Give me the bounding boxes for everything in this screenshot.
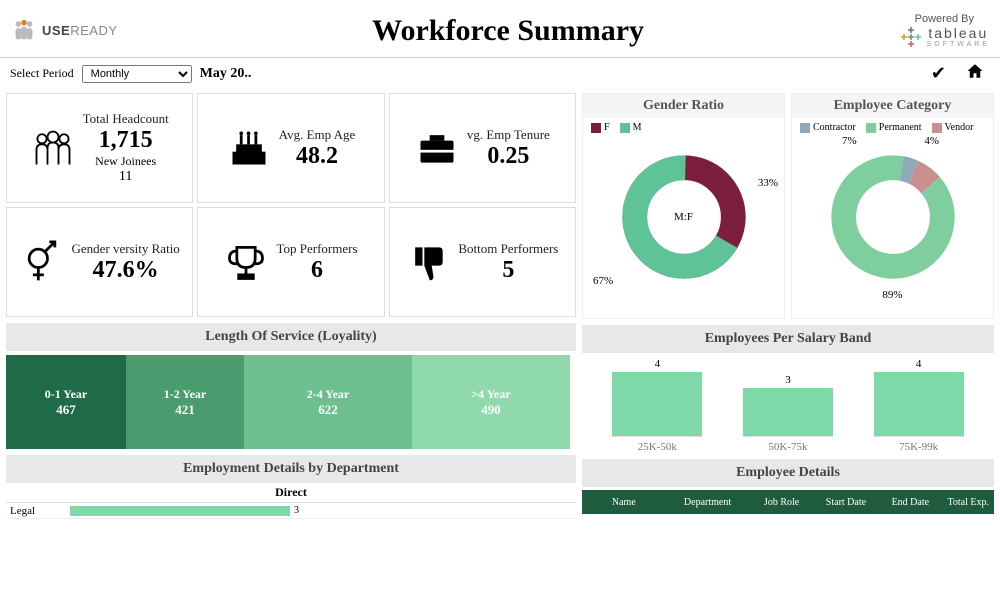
gender-f-label: 33% xyxy=(758,177,778,189)
brand-logo: USEREADY xyxy=(10,17,118,45)
legend-item: F xyxy=(591,122,610,133)
select-period-label: Select Period xyxy=(10,66,74,81)
legend-item: Permanent xyxy=(866,122,922,133)
kpi-value: 0.25 xyxy=(467,143,550,170)
tableau-icon xyxy=(899,25,923,49)
kpi-value: 47.6% xyxy=(72,257,180,284)
kpi-label: Top Performers xyxy=(276,241,357,257)
loyalty-segment: 1-2 Year421 xyxy=(126,355,244,449)
kpi-headcount: Total Headcount 1,715 New Joinees 11 xyxy=(6,93,193,203)
emp-details-title: Employee Details xyxy=(582,459,994,487)
salary-bar: 425K-50k xyxy=(612,358,702,453)
period-text: May 20.. xyxy=(200,66,252,82)
page-title: Workforce Summary xyxy=(372,14,644,48)
kpi-label: Avg. Emp Age xyxy=(279,127,356,143)
salary-bar: 475K-99k xyxy=(874,358,964,453)
cat-contractor-label: 4% xyxy=(924,135,939,147)
table-column-header: End Date xyxy=(878,497,942,508)
cat-permanent-label: 89% xyxy=(882,289,902,301)
kpi-value: 6 xyxy=(276,257,357,284)
salary-bar: 350K-75k xyxy=(743,374,833,453)
kpi-top: Top Performers 6 xyxy=(197,207,384,317)
category-donut xyxy=(828,152,958,282)
tableau-subtext: SOFTWARE xyxy=(927,41,990,48)
table-column-header: Job Role xyxy=(749,497,813,508)
employee-category-card: Employee Category Contractor Permanent Ven… xyxy=(791,93,994,319)
brand-text: USEREADY xyxy=(42,23,118,38)
salary-title: Employees Per Salary Band xyxy=(582,325,994,353)
home-button[interactable] xyxy=(960,62,990,85)
kpi-label: vg. Emp Tenure xyxy=(467,127,550,143)
gender-icon xyxy=(20,240,64,284)
powered-by-label: Powered By xyxy=(899,13,990,25)
emp-table-header: NameDepartmentJob RoleStart DateEnd Date… xyxy=(582,490,994,514)
legend-item: Contractor xyxy=(800,122,856,133)
kpi-label: Gender versity Ratio xyxy=(72,241,180,257)
category-title: Employee Category xyxy=(792,94,993,118)
legend-item: M xyxy=(620,122,642,133)
kpi-label: Bottom Performers xyxy=(458,241,558,257)
loyalty-title: Length Of Service (Loyality) xyxy=(6,323,576,351)
trophy-icon xyxy=(224,240,268,284)
kpi-diversity: Gender versity Ratio 47.6% xyxy=(6,207,193,317)
cat-vendor-label: 7% xyxy=(842,135,857,147)
gender-legend: FM xyxy=(583,118,784,137)
dept-row: Legal3 xyxy=(6,503,576,519)
kpi-tenure: vg. Emp Tenure 0.25 xyxy=(389,93,576,203)
powered-by: Powered By tableau SOFTWARE xyxy=(899,13,990,49)
table-column-header: Department xyxy=(666,497,750,508)
cake-icon xyxy=(227,126,271,170)
kpi-grid: Total Headcount 1,715 New Joinees 11 xyxy=(6,93,576,317)
confirm-button[interactable]: ✔ xyxy=(925,63,952,84)
gender-ratio-card: Gender Ratio FM M:F 33% 67% xyxy=(582,93,785,319)
legend-item: Vendor xyxy=(932,122,974,133)
salary-chart: 425K-50k 350K-75k 475K-99k xyxy=(582,353,994,453)
table-column-header: Total Exp. xyxy=(943,497,995,508)
kpi-value: 5 xyxy=(458,257,558,284)
home-icon xyxy=(966,62,984,80)
gender-center-label: M:F xyxy=(674,211,693,223)
dept-subtitle: Direct xyxy=(6,483,576,503)
kpi-bottom: Bottom Performers 5 xyxy=(389,207,576,317)
thumbs-down-icon xyxy=(406,240,450,284)
kpi-sublabel: New Joinees xyxy=(83,154,169,169)
gender-title: Gender Ratio xyxy=(583,94,784,118)
tableau-text: tableau xyxy=(927,25,990,41)
dept-title: Employment Details by Department xyxy=(6,455,576,483)
people-icon xyxy=(10,17,38,45)
category-legend: Contractor Permanent Vendor xyxy=(792,118,993,137)
kpi-value: 48.2 xyxy=(279,143,356,170)
table-column-header: Start Date xyxy=(814,497,878,508)
period-select[interactable]: Monthly xyxy=(82,65,192,83)
loyalty-segment: 0-1 Year467 xyxy=(6,355,126,449)
kpi-age: Avg. Emp Age 48.2 xyxy=(197,93,384,203)
kpi-label: Total Headcount xyxy=(83,111,169,127)
loyalty-segment: >4 Year490 xyxy=(412,355,570,449)
loyalty-chart: 0-1 Year4671-2 Year4212-4 Year622>4 Year… xyxy=(6,355,576,449)
briefcase-icon xyxy=(415,126,459,170)
loyalty-segment: 2-4 Year622 xyxy=(244,355,412,449)
gender-m-label: 67% xyxy=(593,275,613,287)
kpi-value: 1,715 xyxy=(83,127,169,154)
table-column-header: Name xyxy=(582,497,666,508)
kpi-subvalue: 11 xyxy=(83,169,169,185)
headcount-icon xyxy=(31,126,75,170)
dept-rows: Legal3 xyxy=(6,503,576,519)
